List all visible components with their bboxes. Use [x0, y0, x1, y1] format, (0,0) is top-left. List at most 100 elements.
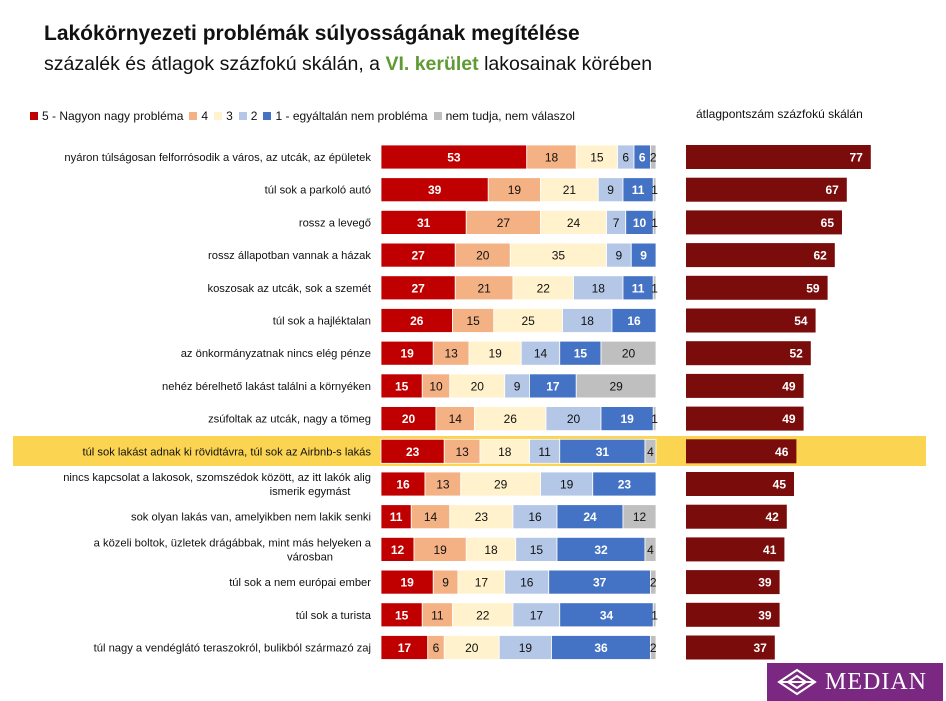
- median-logo-text: MEDIAN: [825, 668, 927, 695]
- bar-value-label: 13: [436, 478, 450, 492]
- bar-segment: [452, 602, 514, 628]
- average-bar: [686, 472, 794, 496]
- chart-subtitle: százalék és átlagok százfokú skálán, a V…: [44, 53, 652, 76]
- bar-value-label: 18: [592, 281, 606, 295]
- bar-value-label: 16: [627, 314, 641, 328]
- subtitle-district: VI. kerület: [385, 53, 479, 75]
- average-value-label: 41: [763, 543, 777, 557]
- average-value-label: 52: [789, 347, 803, 361]
- bar-value-label: 18: [484, 543, 498, 557]
- bar-segment: [435, 406, 475, 432]
- bar-value-label: 19: [433, 543, 447, 557]
- bar-value-label: 36: [594, 641, 608, 655]
- bar-value-label: 2: [650, 641, 657, 655]
- bar-segment: [650, 635, 657, 660]
- bar-segment: [380, 471, 426, 497]
- bar-value-label: 16: [528, 510, 542, 524]
- bar-value-label: 27: [411, 281, 425, 295]
- bar-segment: [551, 635, 651, 660]
- bar-value-label: 14: [424, 510, 438, 524]
- bar-segment: [460, 471, 541, 497]
- bar-value-label: 6: [639, 151, 646, 165]
- category-label: a közeli boltok, üzletek drágábbak, mint…: [94, 537, 372, 563]
- average-bar: [686, 308, 816, 333]
- bar-segment: [449, 373, 506, 399]
- bar-value-label: 10: [633, 216, 647, 230]
- bar-value-label: 11: [632, 281, 645, 295]
- bar-value-label: 11: [632, 183, 645, 197]
- legend-item: 5 - Nagyon nagy probléma: [30, 109, 183, 123]
- bar-value-label: 19: [488, 347, 502, 361]
- legend-label: 4: [201, 109, 209, 123]
- legend-swatch: [263, 112, 272, 120]
- bar-value-label: 26: [504, 412, 518, 426]
- bar-value-label: 16: [520, 576, 534, 590]
- bar-value-label: 14: [534, 347, 548, 361]
- category-label: túl sok a parkoló autó: [265, 185, 371, 197]
- average-bar: [686, 602, 780, 627]
- bar-value-label: 9: [616, 249, 623, 263]
- bar-segment: [413, 537, 467, 562]
- bar-segment: [575, 144, 618, 170]
- bar-segment: [468, 340, 522, 366]
- bar-value-label: 22: [537, 281, 551, 295]
- bar-segment: [380, 504, 412, 530]
- legend-swatch: [433, 112, 442, 120]
- subtitle-text: százalék és átlagok százfokú skálán, a: [44, 53, 386, 75]
- bar-value-label: 35: [552, 249, 566, 263]
- bar-segment: [529, 438, 561, 464]
- chart-legend: 5 - Nagyon nagy probléma 4 3 2 1 - egyál…: [30, 108, 581, 124]
- bar-value-label: 20: [402, 412, 416, 426]
- category-label-line: ismerik egymást: [270, 486, 352, 498]
- bar-segment: [630, 242, 657, 268]
- bar-value-label: 1: [651, 281, 658, 295]
- bar-segment: [380, 569, 434, 595]
- bar-segment: [457, 569, 506, 595]
- bar-segment: [652, 602, 657, 628]
- bar-segment: [474, 406, 547, 432]
- category-label: túl sok a nem európai ember: [229, 577, 371, 589]
- bar-segment: [380, 209, 467, 235]
- category-label: koszosak az utcák, sok a szemét: [207, 283, 371, 295]
- legend-swatch: [238, 112, 247, 120]
- bar-value-label: 39: [428, 183, 442, 197]
- average-bar: [686, 635, 775, 660]
- bar-segment: [452, 308, 495, 333]
- bar-segment: [652, 406, 657, 432]
- bar-segment: [592, 471, 657, 497]
- bar-segment: [540, 209, 607, 235]
- bar-segment: [526, 144, 577, 170]
- bar-segment: [498, 635, 552, 660]
- average-bar: [686, 570, 780, 595]
- average-value-label: 42: [765, 510, 779, 524]
- bar-value-label: 18: [498, 445, 512, 459]
- bar-value-label: 4: [647, 445, 654, 459]
- bar-segment: [432, 340, 470, 366]
- category-label: nehéz bérelhető lakást találni a környék…: [162, 381, 371, 393]
- bar-value-label: 19: [620, 412, 634, 426]
- legend-swatch: [189, 112, 198, 120]
- bar-value-label: 16: [396, 478, 410, 492]
- bar-segment: [622, 177, 654, 203]
- bar-value-label: 11: [390, 510, 403, 524]
- bar-value-label: 20: [465, 641, 479, 655]
- bar-value-label: 15: [530, 543, 544, 557]
- subtitle-text-end: lakosainak körében: [478, 53, 653, 75]
- bar-segment: [622, 504, 657, 530]
- average-value-label: 54: [794, 314, 808, 328]
- bar-value-label: 14: [449, 412, 463, 426]
- average-value-label: 37: [753, 641, 767, 655]
- bar-segment: [559, 340, 602, 366]
- bar-value-label: 17: [398, 641, 412, 655]
- bar-value-label: 27: [497, 216, 511, 230]
- bar-value-label: 26: [410, 314, 424, 328]
- bar-value-label: 19: [560, 478, 574, 492]
- bar-segment: [650, 569, 657, 595]
- average-chart-header: átlagpontszám százfokú skálán: [696, 107, 863, 121]
- legend-label: 5 - Nagyon nagy probléma: [42, 109, 184, 123]
- bar-value-label: 9: [607, 183, 614, 197]
- legend-item: 1 - egyáltalán nem probléma: [263, 109, 428, 123]
- bar-value-label: 31: [417, 216, 431, 230]
- bar-value-label: 31: [596, 445, 610, 459]
- bar-value-label: 21: [477, 281, 491, 295]
